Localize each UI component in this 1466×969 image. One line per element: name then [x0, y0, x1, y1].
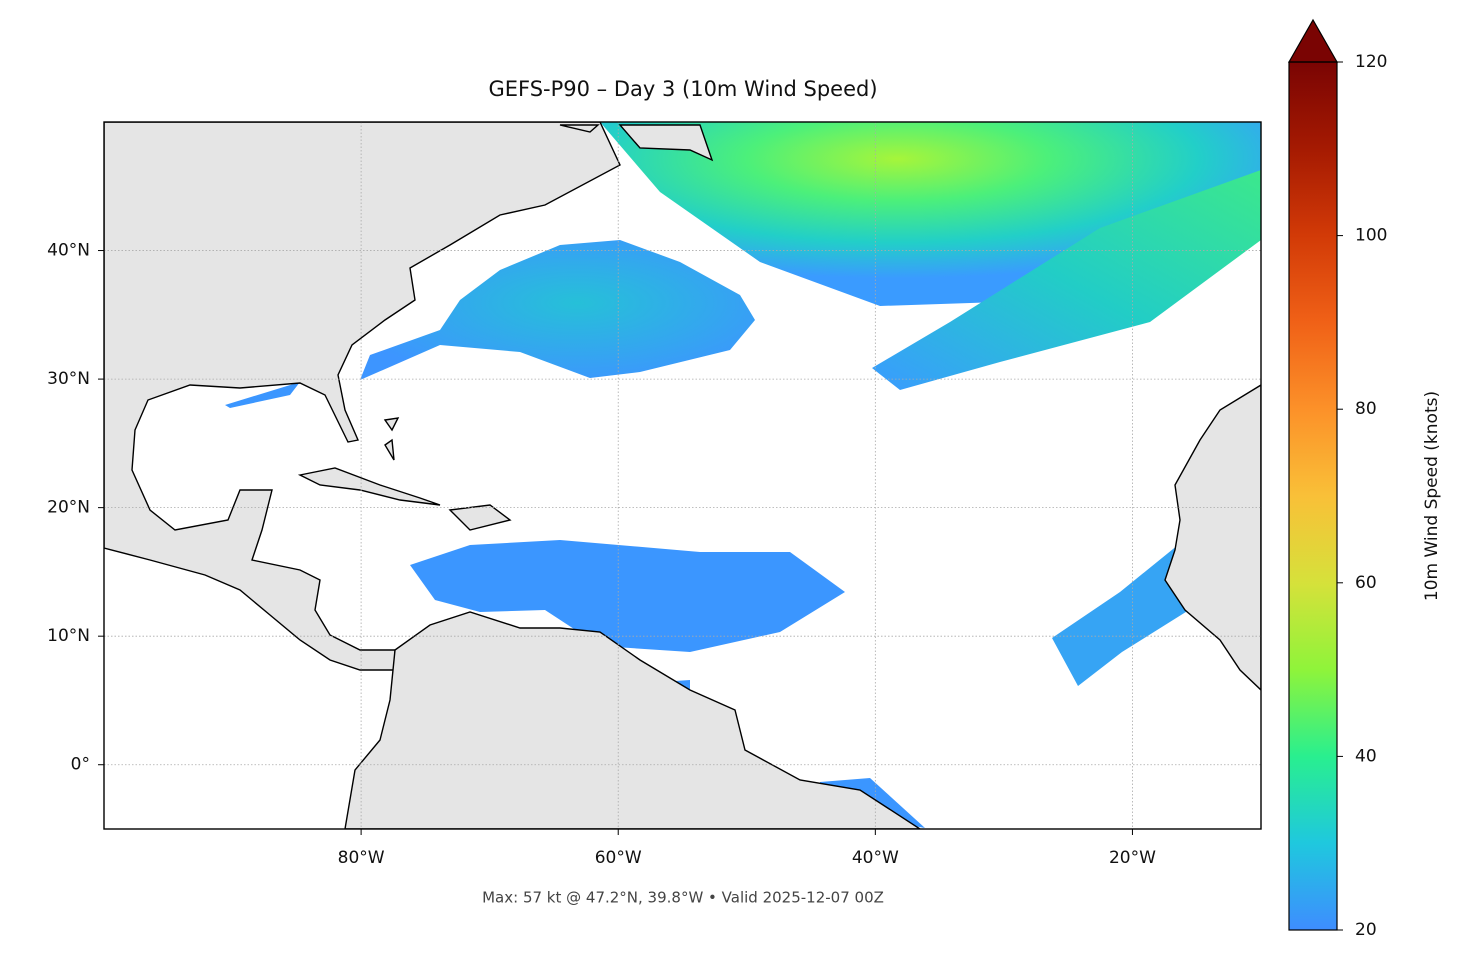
x-tick-label: 80°W — [338, 848, 385, 868]
x-tick-label: 40°W — [852, 848, 899, 868]
land — [1164, 384, 1261, 691]
land — [344, 611, 922, 829]
y-tick-label: 30°N — [47, 369, 90, 389]
wind-field — [872, 170, 1261, 390]
wind-field — [410, 540, 845, 652]
colorbar-tick-label: 80 — [1355, 399, 1377, 419]
colorbar-tick-label: 100 — [1355, 226, 1387, 246]
colorbar-tick-label: 40 — [1355, 746, 1377, 766]
footnote: Max: 57 kt @ 47.2°N, 39.8°W • Valid 2025… — [482, 889, 884, 907]
colorbar-tick-label: 60 — [1355, 573, 1377, 593]
map-frame — [103, 121, 1262, 830]
colorbar-frame — [1288, 61, 1338, 931]
y-tick-label: 20°N — [47, 498, 90, 518]
wind-field — [360, 240, 755, 380]
y-tick-label: 40°N — [47, 241, 90, 261]
chart-title: GEFS-P90 – Day 3 (10m Wind Speed) — [488, 77, 877, 101]
colorbar — [1289, 62, 1337, 930]
y-tick-label: 10°N — [47, 626, 90, 646]
colorbar-label: 10m Wind Speed (knots) — [1422, 391, 1442, 601]
map-area — [104, 122, 1261, 829]
island — [297, 124, 714, 531]
colorbar-extend — [1287, 18, 1339, 63]
x-tick-label: 20°W — [1109, 848, 1156, 868]
colorbar-tick-label: 120 — [1355, 52, 1387, 72]
colorbar-tick-label: 20 — [1355, 920, 1377, 940]
y-tick-label: 0° — [71, 755, 90, 775]
land — [104, 122, 621, 671]
grid — [104, 122, 1261, 829]
x-tick-label: 60°W — [595, 848, 642, 868]
